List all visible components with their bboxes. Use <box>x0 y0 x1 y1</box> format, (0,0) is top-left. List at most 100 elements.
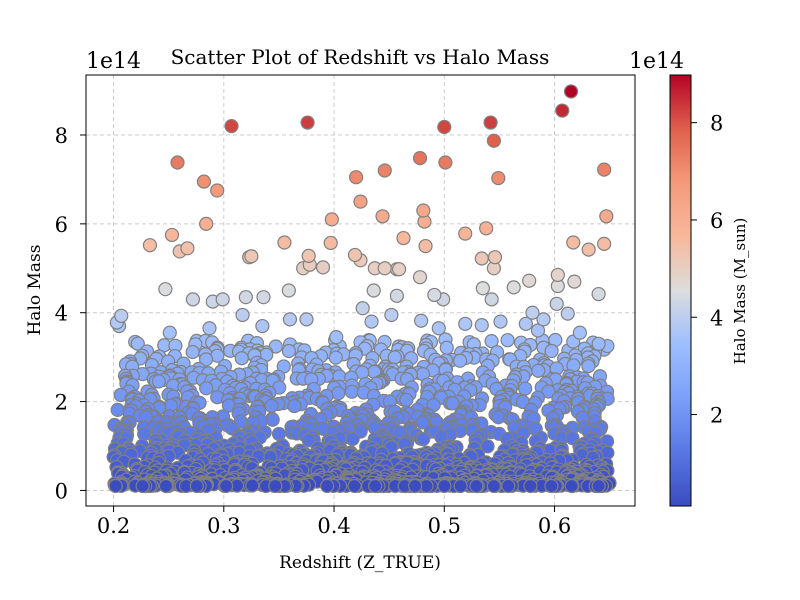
x-tick-label: 0.6 <box>538 514 571 538</box>
scatter-point <box>300 115 315 130</box>
scatter-point <box>185 292 201 307</box>
scatter-point <box>158 478 174 494</box>
scatter-point <box>244 249 259 264</box>
scatter-point <box>224 118 239 134</box>
scatter-point <box>591 478 606 494</box>
scatter-point <box>453 478 468 494</box>
scatter-point <box>110 402 125 417</box>
scatter-point <box>544 478 559 494</box>
scatter-point <box>567 274 582 289</box>
scatter-point <box>114 308 129 323</box>
x-axis-label: Redshift (Z_TRUE) <box>279 553 441 573</box>
scatter-point <box>287 398 302 414</box>
scatter-point <box>500 333 515 348</box>
scatter-point <box>486 478 501 494</box>
scatter-point <box>416 432 431 447</box>
scatter-point <box>189 478 204 494</box>
scatter-point <box>324 212 339 227</box>
scatter-point <box>418 238 433 254</box>
scatter-point <box>199 381 214 396</box>
scatter-point <box>282 312 298 327</box>
scatter-point <box>320 478 335 494</box>
scatter-point <box>427 287 442 303</box>
scatter-point <box>301 433 316 448</box>
y-tick-label: 2 <box>55 391 68 415</box>
y-axis-label: Halo Mass <box>25 244 45 335</box>
scatter-point <box>328 350 343 365</box>
scatter-point <box>180 241 195 256</box>
scatter-point <box>277 235 292 250</box>
scatter-point <box>452 353 468 368</box>
scatter-point <box>555 103 570 118</box>
scatter-point <box>135 478 150 494</box>
scatter-point <box>299 312 314 327</box>
scatter-point <box>344 384 359 399</box>
scatter-point <box>486 133 501 148</box>
scatter-point <box>355 301 370 316</box>
scatter-point <box>162 325 177 340</box>
scatter-point <box>158 282 173 297</box>
scatter-point <box>268 478 283 494</box>
scatter-point <box>458 226 473 241</box>
colorbar-tick-label: 4 <box>710 306 723 330</box>
data-points <box>106 84 617 494</box>
scatter-point <box>210 183 225 198</box>
colorbar-ticks: 2 4 6 8 <box>691 112 723 428</box>
scatter-point <box>301 248 316 263</box>
scatter-point <box>245 478 260 493</box>
scatter-point <box>415 415 430 430</box>
scatter-point <box>281 283 296 298</box>
scatter-point <box>347 478 362 494</box>
scatter-point <box>323 235 338 251</box>
scatter-point <box>215 292 230 307</box>
scatter-point <box>198 352 214 367</box>
scatter-point <box>445 396 460 411</box>
colorbar-tick-label: 6 <box>710 209 723 233</box>
scatter-point <box>493 314 508 329</box>
plot-area-frame <box>85 74 636 507</box>
scatter-point <box>353 194 368 209</box>
scatter-point <box>348 170 364 185</box>
x-tick-label: 0.2 <box>97 514 130 538</box>
scatter-point <box>375 209 390 224</box>
scatter-point <box>142 238 158 253</box>
colorbar <box>669 74 692 507</box>
scatter-point <box>234 351 249 366</box>
scatter-point <box>431 321 446 336</box>
scatter-point <box>412 150 428 166</box>
scatter-point <box>391 262 407 277</box>
scatter-point <box>255 318 270 334</box>
scatter-point <box>437 119 452 135</box>
x-tick-label: 0.5 <box>428 514 461 538</box>
scatter-point <box>484 292 499 307</box>
scatter-point <box>483 115 498 130</box>
scatter-point <box>581 359 596 374</box>
scatter-point <box>185 344 200 360</box>
scatter-point <box>458 316 473 331</box>
scatter-point <box>525 305 540 320</box>
scatter-point <box>377 261 392 276</box>
scatter-point <box>597 162 612 177</box>
scatter-point <box>416 203 431 218</box>
scatter-point <box>407 478 423 494</box>
scatter-point <box>238 290 253 305</box>
scatter-point <box>491 410 506 425</box>
scatter-point <box>315 260 331 275</box>
scatter-point <box>487 250 503 265</box>
scatter-point <box>566 235 581 250</box>
scatter-point <box>347 247 363 263</box>
scatter-point <box>484 334 499 349</box>
scatter-point <box>265 412 280 427</box>
scatter-point <box>550 267 565 283</box>
colorbar-label: Halo Mass (M_sun) <box>731 218 749 365</box>
scatter-point <box>475 281 490 296</box>
colorbar-tick-label: 8 <box>710 112 723 136</box>
scatter-point <box>531 363 546 378</box>
scatter-point <box>202 321 217 336</box>
scatter-point <box>491 170 506 186</box>
y-tick-label: 6 <box>55 213 68 237</box>
scatter-point <box>108 478 123 494</box>
scatter-point <box>437 478 452 494</box>
scatter-point <box>599 209 614 224</box>
